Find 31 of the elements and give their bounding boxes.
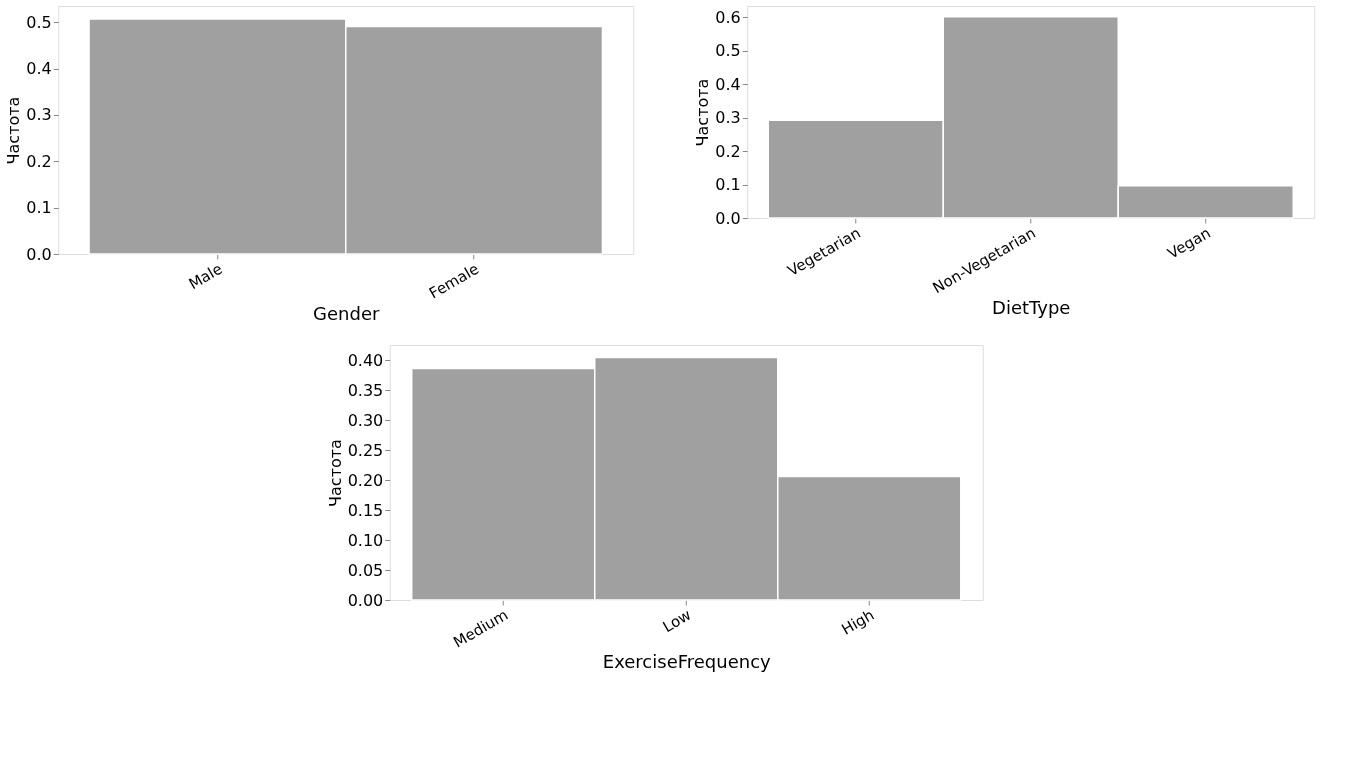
x-tick-label: Low (659, 605, 695, 637)
y-tick-label: 0.4 (715, 74, 741, 94)
y-axis-title: Частота (4, 96, 24, 165)
x-tick-label: Male (185, 259, 226, 294)
y-tick-label: 0.40 (347, 350, 384, 370)
x-axis-title: DietType (992, 297, 1071, 319)
y-tick-label: 0.2 (26, 151, 52, 171)
y-tick-label: 0.0 (715, 208, 741, 228)
y-axis-title: Частота (693, 78, 713, 147)
y-tick-label: 0.3 (26, 105, 52, 125)
x-tick-label: High (838, 605, 878, 639)
y-tick-label: 0.10 (347, 530, 384, 550)
y-tick-label: 0.1 (26, 198, 52, 218)
y-tick-label: 0.5 (715, 41, 741, 61)
y-tick-label: 0.20 (347, 470, 384, 490)
y-tick-label: 0.5 (26, 12, 52, 32)
y-tick-label: 0.35 (347, 380, 384, 400)
y-tick-label: 0.2 (715, 141, 741, 161)
y-tick-label: 0.05 (347, 560, 384, 580)
x-axis-title: Gender (313, 302, 381, 324)
y-tick-label: 0.1 (715, 175, 741, 195)
y-tick-label: 0.0 (26, 244, 52, 264)
y-tick-label: 0.6 (715, 7, 741, 27)
x-axis-title: ExerciseFrequency (602, 651, 772, 673)
y-tick-label: 0.15 (347, 500, 384, 520)
y-tick-label: 0.00 (347, 590, 384, 610)
y-tick-label: 0.3 (715, 108, 741, 128)
y-axis-title: Частота (325, 439, 345, 507)
y-tick-label: 0.4 (26, 59, 52, 79)
y-tick-label: 0.30 (347, 410, 384, 430)
y-tick-label: 0.25 (347, 440, 384, 460)
